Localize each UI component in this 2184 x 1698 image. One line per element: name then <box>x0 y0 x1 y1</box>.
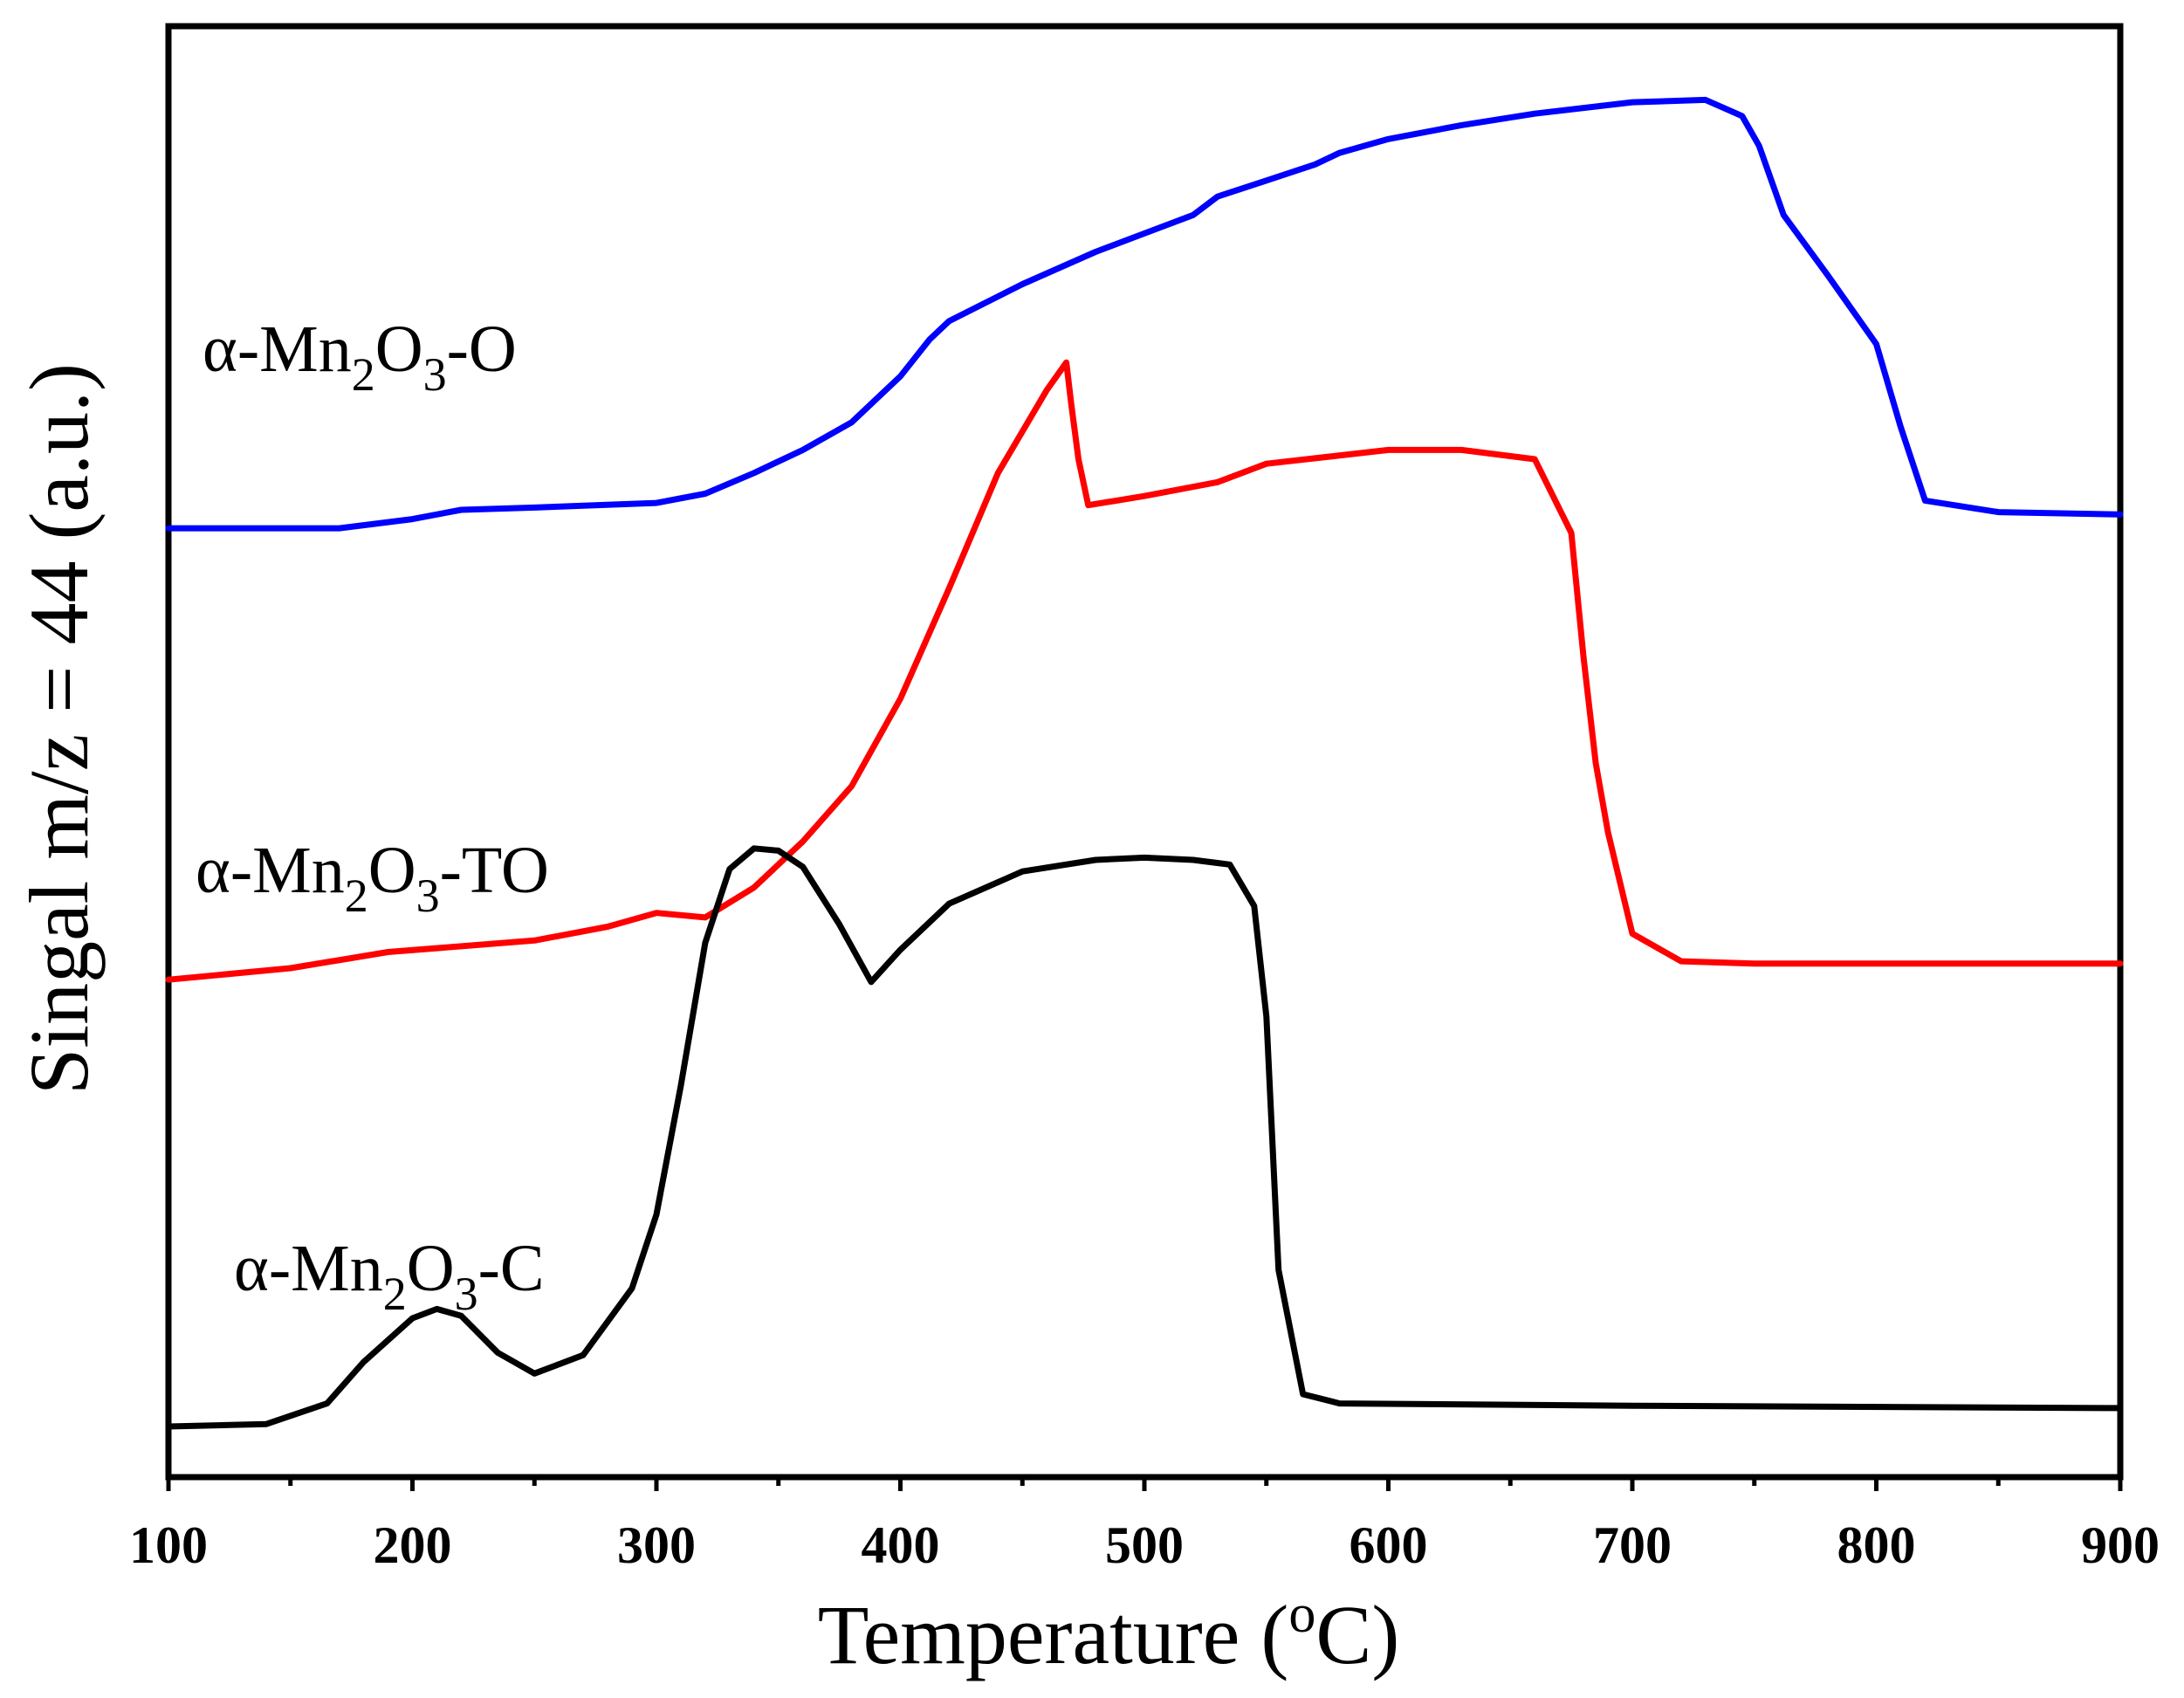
x-tick-label: 600 <box>1350 1516 1428 1574</box>
x-axis-ticks: 100 200 300 400 500 600 700 800 900 <box>129 1477 2160 1574</box>
x-tick-label: 700 <box>1593 1516 1672 1574</box>
series-label-to: α-Mn2O3-TO <box>196 834 549 922</box>
x-tick-label: 500 <box>1105 1516 1184 1574</box>
x-tick-label: 800 <box>1837 1516 1916 1574</box>
series-line-to <box>165 359 2124 983</box>
x-tick-label: 200 <box>374 1516 452 1574</box>
y-axis-title: Singal m/z = 44 (a.u.) <box>12 363 106 1095</box>
plot-frame <box>165 23 2124 1481</box>
series-label-c: α-Mn2O3-C <box>234 1232 545 1320</box>
x-tick-label: 300 <box>617 1516 696 1574</box>
series-line-o <box>165 96 2124 532</box>
x-axis-title: Temperature (oC) <box>818 1585 1400 1681</box>
series-line-c <box>165 845 2124 1430</box>
series-label-o: α-Mn2O3-O <box>203 313 517 401</box>
x-tick-label: 400 <box>862 1516 940 1574</box>
x-tick-label: 900 <box>2081 1516 2160 1574</box>
x-tick-label: 100 <box>129 1516 208 1574</box>
